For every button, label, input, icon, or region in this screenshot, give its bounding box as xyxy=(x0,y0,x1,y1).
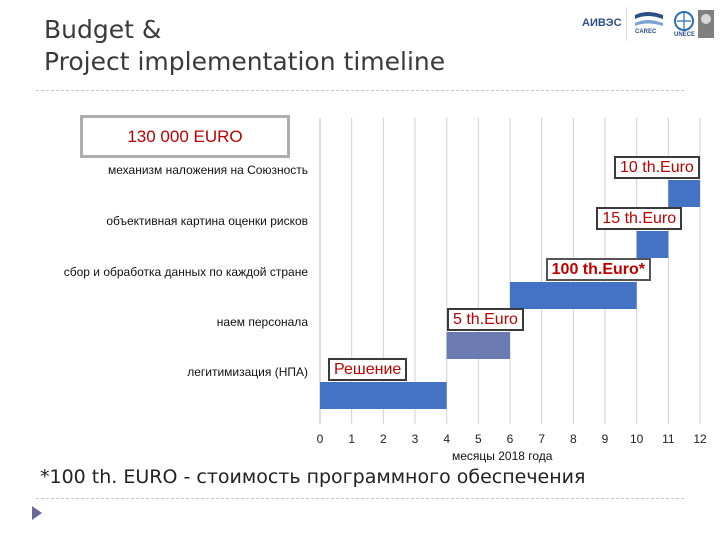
title-line-1: Budget & xyxy=(44,15,162,44)
x-tick-label: 7 xyxy=(538,432,545,446)
x-tick-label: 5 xyxy=(474,432,482,446)
x-tick-label: 1 xyxy=(348,432,355,446)
aives-logo: АИВЭС xyxy=(582,17,622,29)
x-tick-label: 2 xyxy=(379,432,387,446)
gantt-bar xyxy=(510,282,637,309)
partner-logos: АИВЭС CAREC UNECE xyxy=(580,4,720,44)
footnote: *100 th. EURO - стоимость программного о… xyxy=(40,466,586,488)
gantt-bar xyxy=(320,382,447,409)
x-tick-label: 4 xyxy=(443,432,450,446)
bar-value-label: 15 th.Euro xyxy=(596,207,683,230)
slide-title: Budget & Project implementation timeline xyxy=(44,14,445,78)
task-label: механизм наложения на Союзность xyxy=(108,163,308,177)
gantt-bar xyxy=(636,231,669,258)
title-separator xyxy=(36,90,684,91)
bar-value-label: 10 th.Euro xyxy=(614,156,700,179)
x-tick-label: 0 xyxy=(316,432,324,446)
task-label: наем персонала xyxy=(216,315,308,329)
footer-separator xyxy=(36,498,684,499)
x-tick-label: 9 xyxy=(601,432,609,446)
task-label: сбор и обработка данных по каждой стране xyxy=(63,265,308,279)
title-line-2: Project implementation timeline xyxy=(44,47,446,76)
gantt-bar xyxy=(668,180,700,207)
x-axis-label: месяцы 2018 года xyxy=(452,449,553,463)
x-tick-label: 11 xyxy=(662,432,675,446)
unece-logo: UNECE xyxy=(672,7,716,41)
bullet-arrow-icon xyxy=(32,506,42,520)
total-budget-box: 130 000 EURO xyxy=(80,115,290,158)
task-label: легитимизация (НПА) xyxy=(187,365,308,379)
x-tick-label: 8 xyxy=(569,432,577,446)
gantt-bar xyxy=(446,332,510,359)
bar-value-label: 100 th.Euro* xyxy=(545,258,652,281)
x-tick-label: 3 xyxy=(411,432,419,446)
task-label: объективная картина оценки рисков xyxy=(106,214,308,228)
bar-value-label: Решение xyxy=(328,358,408,381)
x-tick-label: 10 xyxy=(629,432,644,446)
x-tick-label: 6 xyxy=(506,432,514,446)
carec-logo: CAREC xyxy=(626,7,671,41)
bar-value-label: 5 th.Euro xyxy=(447,308,524,331)
x-tick-label: 12 xyxy=(693,432,707,446)
